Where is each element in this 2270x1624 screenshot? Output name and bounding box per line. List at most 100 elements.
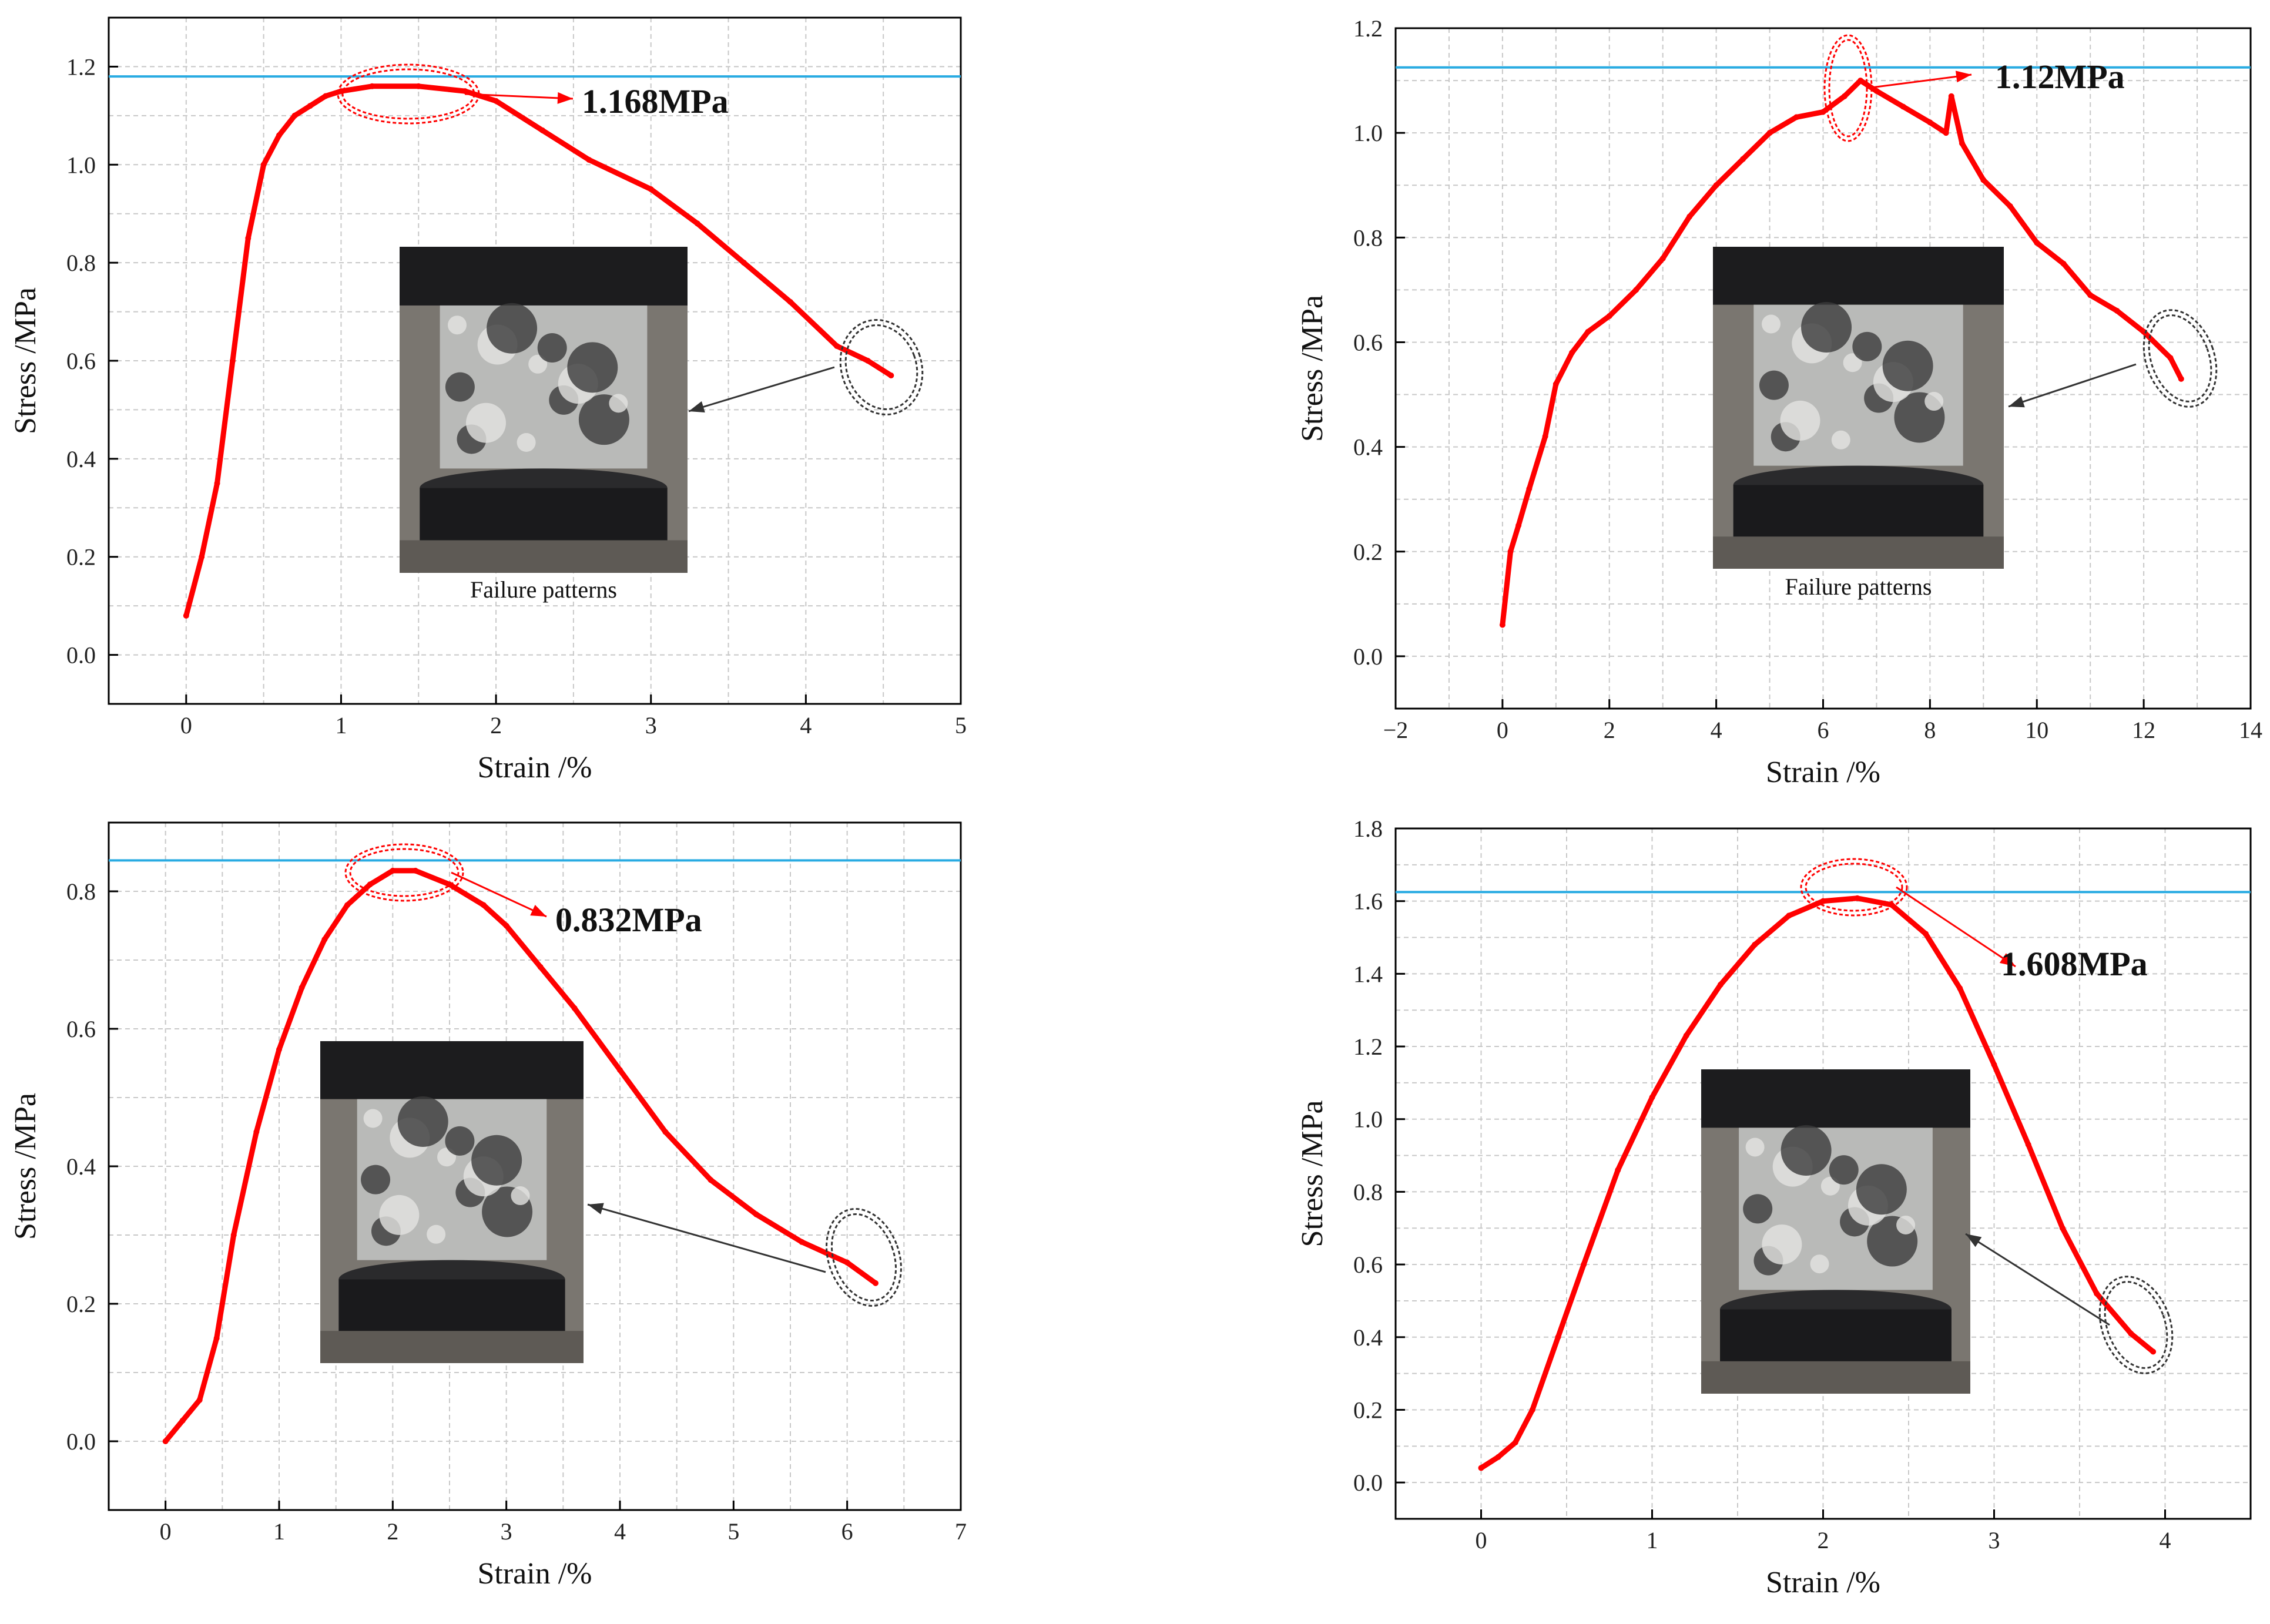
specimen-fragment <box>1852 331 1882 361</box>
y-tick-label: 1.2 <box>1353 1034 1383 1060</box>
specimen-fragment <box>567 342 618 393</box>
x-tick-label: 1 <box>335 712 347 739</box>
specimen-fragment <box>361 1165 391 1194</box>
data-point <box>481 902 487 908</box>
peak-highlight-ellipse-inner <box>1828 39 1868 137</box>
data-point <box>1752 941 1758 948</box>
peak-stress-label: 1.168MPa <box>582 82 729 120</box>
upper-platen <box>1701 1069 1970 1128</box>
data-point <box>183 612 189 619</box>
x-tick-label: 5 <box>727 1518 739 1545</box>
data-point <box>571 1005 578 1011</box>
x-tick-label: 4 <box>2160 1527 2171 1553</box>
data-point <box>1515 522 1522 529</box>
data-point <box>708 1177 714 1183</box>
y-tick-label: 0.2 <box>1353 539 1383 565</box>
data-point <box>799 1239 805 1245</box>
panel-bottom-left: 0 1 2 3 4 5 6 7 0.0 0.2 0.4 0.6 0.8 Strain /% Stress /… <box>9 821 967 1591</box>
failure-highlight-ellipse-inner <box>830 1213 897 1302</box>
data-point <box>844 1259 850 1266</box>
y-tick-label: 0.8 <box>66 878 96 905</box>
y-tick-label: 0.4 <box>1353 434 1383 461</box>
x-tick-label: 10 <box>2025 717 2048 743</box>
data-point <box>1512 1440 1518 1446</box>
x-tick-label: 4 <box>1711 717 1722 743</box>
failure-highlight-ellipse <box>2142 309 2218 408</box>
failure-highlight-ellipse <box>839 319 924 415</box>
data-point <box>367 881 373 888</box>
data-point <box>2167 355 2174 361</box>
data-point <box>321 936 328 942</box>
data-point <box>2034 240 2040 246</box>
y-tick-label: 0.0 <box>66 1428 96 1455</box>
specimen-fragment <box>609 394 628 413</box>
x-axis-label: Strain /% <box>1766 756 1880 789</box>
y-tick-label: 1.6 <box>1353 888 1383 915</box>
data-point <box>390 867 396 874</box>
data-point <box>276 1046 282 1053</box>
data-point <box>1606 313 1612 319</box>
data-point <box>1854 895 1860 901</box>
data-point <box>196 1397 203 1403</box>
data-point <box>1991 1061 1997 1068</box>
failure-highlight-ellipse-inner <box>2148 314 2212 402</box>
x-tick-label: 2 <box>387 1518 398 1545</box>
photo-caption: Failure patterns <box>470 576 617 603</box>
y-tick-label: 0.6 <box>66 348 96 374</box>
data-point <box>1499 622 1505 628</box>
specimen-fragment <box>1896 1215 1916 1234</box>
data-point <box>1495 1454 1501 1460</box>
peak-highlight-ellipse <box>1800 858 1908 917</box>
data-point <box>1927 119 1933 126</box>
peak-stress-label: 0.832MPa <box>555 901 702 939</box>
x-tick-label: 2 <box>1604 717 1615 743</box>
failure-arrowhead <box>1966 1234 1982 1247</box>
specimen-fragment <box>1801 302 1852 353</box>
failure-highlight-ellipse-inner <box>2104 1281 2168 1369</box>
specimen-fragment <box>471 1135 522 1186</box>
upper-platen <box>400 247 688 306</box>
data-point <box>740 260 747 266</box>
data-point <box>415 83 422 89</box>
data-point <box>213 1335 220 1341</box>
failure-highlight-ellipse <box>2098 1276 2174 1374</box>
y-tick-label: 1.0 <box>1353 1106 1383 1133</box>
peak-highlight-ellipse <box>1823 34 1873 142</box>
x-tick-label: 2 <box>490 712 502 739</box>
specimen-fragment <box>1856 1164 1907 1215</box>
y-tick-label: 0.0 <box>1353 643 1383 670</box>
peak-highlight-ellipse <box>337 63 480 125</box>
data-point <box>1526 485 1533 492</box>
data-point <box>1478 1465 1484 1471</box>
specimen-fragment <box>1810 1254 1829 1274</box>
data-point <box>260 162 267 168</box>
data-point <box>1553 381 1559 387</box>
data-point <box>413 867 418 874</box>
specimen-photo <box>1701 1069 1970 1394</box>
data-point <box>2007 203 2013 209</box>
peak-highlight-ellipse-inner <box>349 848 460 897</box>
specimen-photo <box>1713 247 2004 569</box>
data-point <box>1713 182 1719 189</box>
data-point <box>2094 1290 2100 1297</box>
data-point <box>1555 1334 1561 1340</box>
data-point <box>1948 93 1954 99</box>
specimen-fragment <box>487 303 538 354</box>
y-tick-label: 0.8 <box>66 250 96 276</box>
specimen-fragment <box>1882 340 1933 391</box>
data-point <box>1615 1167 1621 1173</box>
x-tick-label: 12 <box>2132 717 2155 743</box>
failure-highlight-ellipse <box>826 1208 902 1307</box>
peak-arrow <box>1866 73 1972 89</box>
failure-arrow <box>587 1203 826 1273</box>
data-point <box>1943 130 1949 136</box>
data-point <box>1717 981 1724 988</box>
data-point <box>1683 1032 1689 1039</box>
data-point <box>199 553 205 560</box>
y-tick-label: 0.4 <box>66 1153 96 1180</box>
data-point <box>291 112 298 119</box>
data-point <box>539 127 546 133</box>
lower-platen <box>338 1279 565 1334</box>
x-tick-label: 1 <box>1647 1527 1658 1553</box>
data-point <box>1569 350 1575 356</box>
